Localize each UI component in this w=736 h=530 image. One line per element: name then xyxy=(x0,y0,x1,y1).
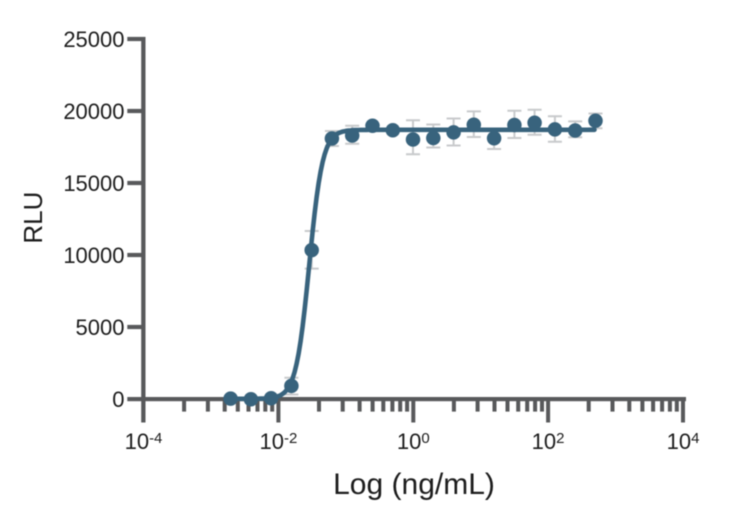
svg-text:0: 0 xyxy=(112,387,124,412)
svg-text:RLU: RLU xyxy=(18,192,48,244)
svg-text:10-4: 10-4 xyxy=(125,429,163,454)
svg-text:5000: 5000 xyxy=(76,315,125,340)
svg-text:15000: 15000 xyxy=(63,171,124,196)
svg-text:25000: 25000 xyxy=(63,27,124,52)
svg-text:10000: 10000 xyxy=(63,243,124,268)
svg-text:Log (ng/mL): Log (ng/mL) xyxy=(333,468,495,501)
svg-text:20000: 20000 xyxy=(63,99,124,124)
